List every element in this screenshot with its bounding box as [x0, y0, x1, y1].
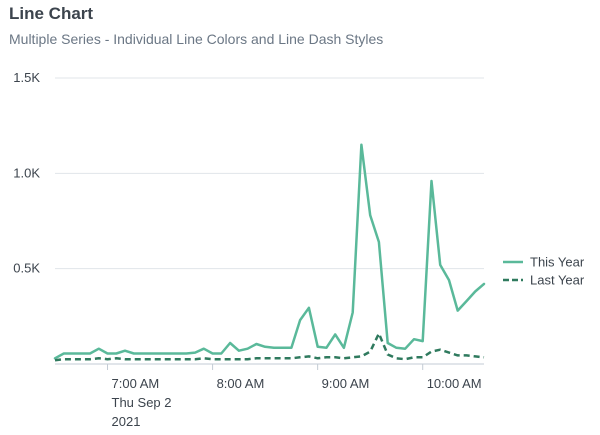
chart-title: Line Chart [9, 4, 94, 23]
x-tick-label: 9:00 AM [322, 376, 370, 391]
y-tick-label: 0.5K [13, 261, 40, 276]
grid-lines [55, 77, 484, 270]
series-line-last-year [54, 332, 485, 362]
legend-label-this-year: This Year [530, 255, 585, 270]
y-tick-label: 1.5K [13, 70, 40, 85]
x-tick-sublabel: Thu Sep 2 [112, 395, 172, 410]
x-tick-label: 10:00 AM [427, 376, 482, 391]
series-line-this-year [53, 143, 486, 360]
x-tick-label: 7:00 AM [112, 376, 160, 391]
chart-subtitle: Multiple Series - Individual Line Colors… [9, 31, 384, 47]
series-lines [53, 143, 486, 362]
x-tick-sublabel: 2021 [112, 414, 141, 429]
y-tick-label: 1.0K [13, 165, 40, 180]
x-tick-label: 8:00 AM [217, 376, 265, 391]
legend-label-last-year: Last Year [530, 273, 585, 288]
y-axis: 0.5K 1.0K 1.5K [13, 70, 40, 276]
legend: This Year Last Year [503, 255, 585, 288]
x-axis: 7:00 AM Thu Sep 2 2021 8:00 AM 9:00 AM 10:00 … [55, 363, 484, 429]
